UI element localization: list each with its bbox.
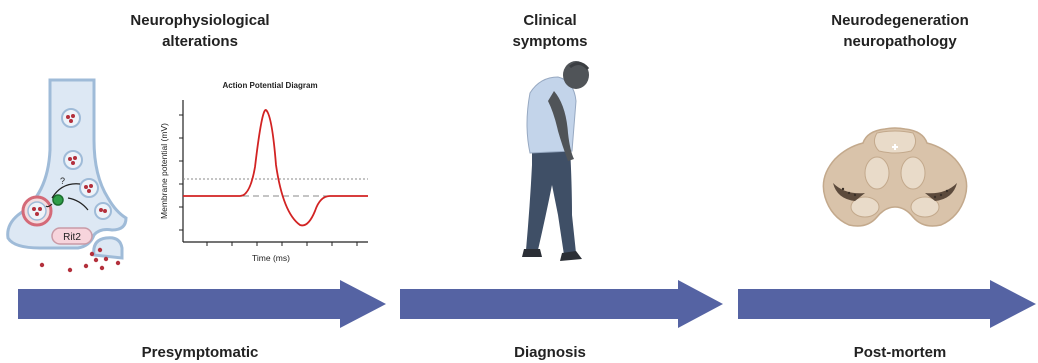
heading-neurophysiological: Neurophysiological alterations xyxy=(130,12,270,50)
patient-legs xyxy=(526,147,576,255)
phase-post-mortem: Post-mortem xyxy=(853,344,947,361)
substantia-nigra-left xyxy=(833,183,865,201)
patient-figure xyxy=(522,61,590,261)
rit2-pill xyxy=(51,227,93,245)
ap-ylabel: Membrane potential (mV) xyxy=(159,123,169,219)
vesicle-1 xyxy=(61,108,81,128)
ap-title: Action Potential Diagram xyxy=(222,81,317,90)
brain-nucleus-right xyxy=(900,156,926,190)
arrow-diagnosis xyxy=(400,280,723,328)
patient-head xyxy=(563,61,589,89)
arrow-post-mortem xyxy=(738,280,1036,328)
ap-xlabel: Time (ms) xyxy=(252,253,290,263)
phase-diagnosis: Diagnosis xyxy=(514,344,586,361)
heading-clinical: Clinical symptoms xyxy=(512,12,588,50)
ap-trace xyxy=(183,109,368,227)
brain-peduncle-left xyxy=(850,196,880,218)
question-mark: ? xyxy=(60,176,65,186)
arrow-presymptomatic xyxy=(18,280,386,328)
brain-tectum xyxy=(873,130,917,154)
vesicle-3 xyxy=(79,178,99,198)
postsynaptic-spine xyxy=(92,236,124,260)
patient-shoe-right xyxy=(560,251,582,261)
action-potential-chart: Action Potential Diagram Membrane potent… xyxy=(159,81,368,263)
brain-aqueduct-mark xyxy=(892,144,898,150)
vesicle-4 xyxy=(94,202,112,220)
substantia-nigra-right xyxy=(925,183,957,201)
pathway-arrow-3 xyxy=(45,203,53,208)
pathway-arrow-1 xyxy=(51,183,81,199)
patient-shoe-left xyxy=(522,249,542,257)
brain-section-illustration xyxy=(822,127,968,227)
brain-peduncle-right xyxy=(910,196,940,218)
rit2-label: Rit2 xyxy=(63,232,81,243)
ap-x-ticks xyxy=(206,242,358,246)
patient-arm xyxy=(548,91,574,161)
pathway-arrow-2 xyxy=(67,197,89,211)
protein-dot xyxy=(52,194,64,206)
phase-presymptomatic: Presymptomatic xyxy=(141,344,259,361)
vesicle-2 xyxy=(63,150,83,170)
ap-y-ticks xyxy=(179,114,183,231)
synapse-illustration: ? Rit2 xyxy=(6,78,128,273)
heading-neurodegeneration: Neurodegeneration neuropathology xyxy=(831,12,969,50)
endosome xyxy=(21,195,53,227)
brain-nucleus-left xyxy=(864,156,890,190)
